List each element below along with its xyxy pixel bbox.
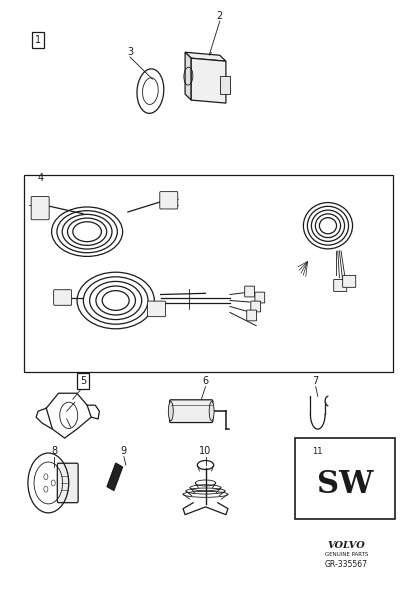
- Text: GR-335567: GR-335567: [325, 560, 368, 569]
- Bar: [24, 175, 393, 372]
- FancyBboxPatch shape: [54, 290, 72, 305]
- Text: 7: 7: [313, 376, 319, 386]
- Text: VOLVO: VOLVO: [328, 542, 365, 551]
- Text: 6: 6: [203, 376, 208, 386]
- FancyBboxPatch shape: [247, 310, 256, 321]
- Text: 4: 4: [37, 173, 43, 183]
- FancyBboxPatch shape: [31, 197, 49, 220]
- Polygon shape: [185, 52, 226, 61]
- FancyBboxPatch shape: [245, 286, 254, 297]
- Bar: [220, 76, 230, 94]
- Polygon shape: [185, 52, 191, 100]
- FancyBboxPatch shape: [343, 275, 356, 287]
- FancyBboxPatch shape: [255, 292, 265, 303]
- Text: 9: 9: [121, 447, 127, 456]
- Text: 2: 2: [217, 11, 223, 22]
- Text: SW: SW: [317, 469, 374, 501]
- FancyBboxPatch shape: [148, 301, 166, 317]
- Text: 11: 11: [312, 447, 322, 456]
- FancyBboxPatch shape: [170, 400, 213, 423]
- FancyBboxPatch shape: [251, 301, 261, 312]
- FancyBboxPatch shape: [334, 279, 347, 291]
- FancyBboxPatch shape: [160, 192, 178, 209]
- Text: GENUINE PARTS: GENUINE PARTS: [325, 552, 368, 557]
- Text: 3: 3: [127, 47, 133, 57]
- FancyBboxPatch shape: [57, 463, 78, 502]
- Polygon shape: [191, 58, 226, 103]
- Text: 8: 8: [51, 447, 58, 456]
- Text: 1: 1: [35, 35, 41, 45]
- Text: 5: 5: [80, 376, 86, 386]
- Polygon shape: [107, 463, 122, 490]
- Text: 10: 10: [199, 447, 212, 456]
- Bar: [296, 438, 395, 519]
- Ellipse shape: [209, 401, 214, 421]
- Ellipse shape: [169, 401, 173, 421]
